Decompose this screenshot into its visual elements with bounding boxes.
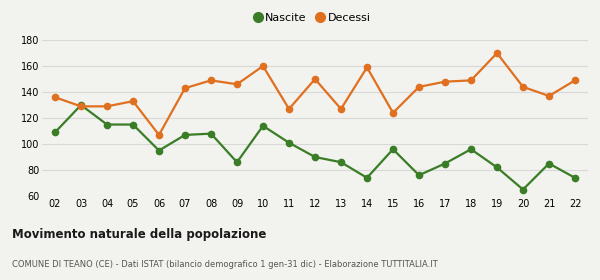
- Text: COMUNE DI TEANO (CE) - Dati ISTAT (bilancio demografico 1 gen-31 dic) - Elaboraz: COMUNE DI TEANO (CE) - Dati ISTAT (bilan…: [12, 260, 438, 269]
- Text: Movimento naturale della popolazione: Movimento naturale della popolazione: [12, 228, 266, 241]
- Legend: Nascite, Decessi: Nascite, Decessi: [248, 8, 376, 27]
